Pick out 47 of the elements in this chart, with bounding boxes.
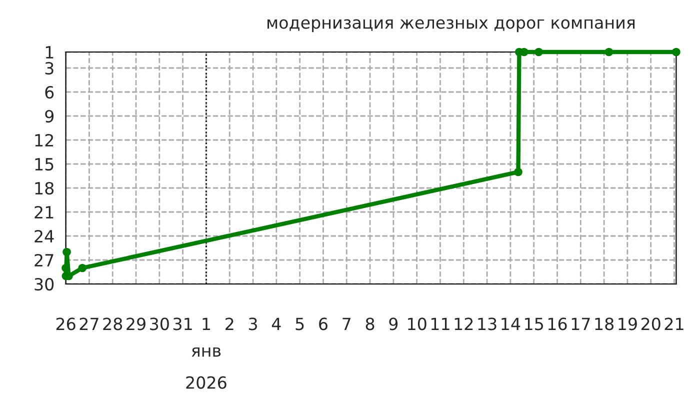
x-tick-label: 31 [173,318,192,330]
y-tick-label: 12 [35,134,54,146]
x-tick-label: 11 [431,318,450,330]
x-tick-label: 13 [478,318,496,330]
x-tick-label: 17 [572,318,590,330]
y-tick-label: 21 [34,206,54,218]
y-tick-label: 9 [45,110,54,123]
x-tick-label: 27 [80,318,98,330]
x-tick-label: 20 [641,318,660,330]
x-tick-label: 28 [103,318,122,330]
y-tick-label: 24 [34,230,54,242]
x-tick-label: 18 [595,318,614,330]
y-tick-label: 18 [35,182,54,195]
x-tick-label: 2 [226,318,234,330]
x-tick-label: 29 [126,318,146,330]
y-tick-label: 1 [46,46,54,58]
x-tick-label: 30 [150,318,169,330]
x-tick-label: 3 [248,318,257,330]
x-tick-label: 9 [389,318,398,330]
x-tick-label: 21 [664,318,684,330]
x-tick-label: 6 [319,318,328,330]
x-tick-label: 7 [342,318,350,330]
x-tick-label: 10 [408,318,426,330]
x-tick-label: 14 [502,318,520,330]
point [534,48,543,56]
x-tick-label: 19 [618,318,637,330]
text: 2026 [186,376,226,389]
x-tick-label: 1 [202,318,210,330]
point [514,168,522,176]
y-tick-label: 3 [45,62,54,75]
point [672,48,680,56]
y-tick-label: 27 [34,254,54,266]
x-tick-label: 16 [548,318,567,330]
point [604,48,614,56]
x-tick-label: 8 [366,318,374,330]
point [78,264,87,272]
x-tick-label: 15 [525,318,543,330]
chart-title: модернизация железных дорог компания [268,19,635,32]
point [62,248,71,256]
text: янв [192,347,221,357]
x-tick-label: 4 [272,318,281,330]
y-tick-label: 6 [45,86,54,99]
x-tick-label: 26 [56,318,76,330]
y-tick-label: 30 [34,278,54,291]
y-tick-label: 15 [35,158,54,171]
x-tick-label: 12 [454,318,473,330]
x-tick-label: 5 [296,318,304,330]
